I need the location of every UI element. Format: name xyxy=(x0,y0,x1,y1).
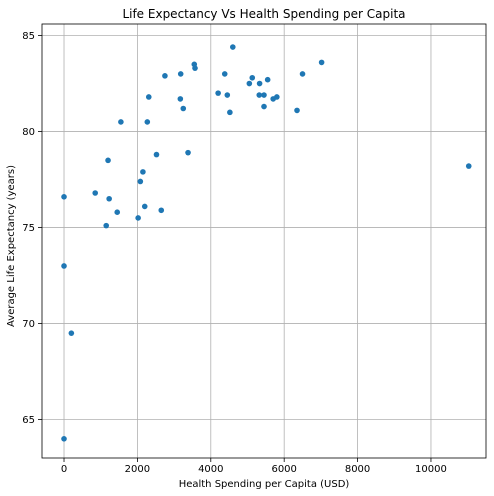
x-tick-label: 0 xyxy=(61,464,67,475)
data-points xyxy=(61,44,472,442)
data-point xyxy=(106,195,112,202)
data-point xyxy=(61,263,67,269)
data-point xyxy=(140,169,146,175)
y-tick-label: 65 xyxy=(22,415,35,426)
data-point xyxy=(141,203,148,210)
data-point xyxy=(256,80,263,87)
y-axis-label: Average Life Expectancy (years) xyxy=(6,165,17,327)
data-point xyxy=(137,178,144,185)
data-point xyxy=(118,119,124,125)
data-point xyxy=(256,92,263,98)
data-point xyxy=(68,330,75,336)
x-tick-label: 6000 xyxy=(271,464,296,475)
y-tick-label: 75 xyxy=(22,223,35,234)
grid-lines xyxy=(42,24,486,458)
data-point xyxy=(261,92,267,98)
y-tick-label: 70 xyxy=(22,319,35,330)
data-point xyxy=(261,103,267,110)
data-point xyxy=(221,71,228,77)
x-axis-ticks: 0 2000 4000 6000 8000 10000 xyxy=(61,458,447,475)
chart-title: Life Expectancy Vs Health Spending per C… xyxy=(122,7,405,21)
data-point xyxy=(230,44,236,50)
y-axis-ticks: 65 70 75 80 85 xyxy=(22,31,42,426)
data-point xyxy=(162,73,168,79)
data-point xyxy=(465,163,472,169)
data-point xyxy=(299,71,306,77)
data-point xyxy=(318,59,325,66)
x-tick-label: 8000 xyxy=(345,464,370,475)
data-point xyxy=(114,209,121,215)
data-point xyxy=(177,71,184,77)
data-point xyxy=(180,105,187,112)
data-point xyxy=(153,151,160,158)
data-point xyxy=(61,194,67,200)
data-point xyxy=(294,107,300,114)
data-point xyxy=(92,190,99,196)
data-point xyxy=(61,435,67,442)
data-point xyxy=(185,149,191,156)
data-point xyxy=(192,65,198,71)
data-point xyxy=(274,94,280,100)
data-point xyxy=(144,119,151,125)
x-tick-label: 10000 xyxy=(415,464,447,475)
x-tick-label: 4000 xyxy=(198,464,223,475)
data-point xyxy=(105,157,111,164)
data-point xyxy=(158,207,165,214)
data-point xyxy=(177,96,184,102)
data-point xyxy=(249,74,256,81)
data-point xyxy=(145,94,152,100)
data-point xyxy=(264,76,271,83)
data-point xyxy=(224,92,231,98)
data-point xyxy=(103,222,110,229)
data-point xyxy=(135,215,141,221)
data-point xyxy=(227,109,233,116)
y-tick-label: 85 xyxy=(22,31,35,42)
plot-frame xyxy=(41,23,487,459)
x-tick-label: 2000 xyxy=(125,464,150,475)
data-point xyxy=(246,80,253,87)
y-tick-label: 80 xyxy=(22,127,35,138)
data-point xyxy=(215,90,221,96)
x-axis-label: Health Spending per Capita (USD) xyxy=(179,479,350,490)
